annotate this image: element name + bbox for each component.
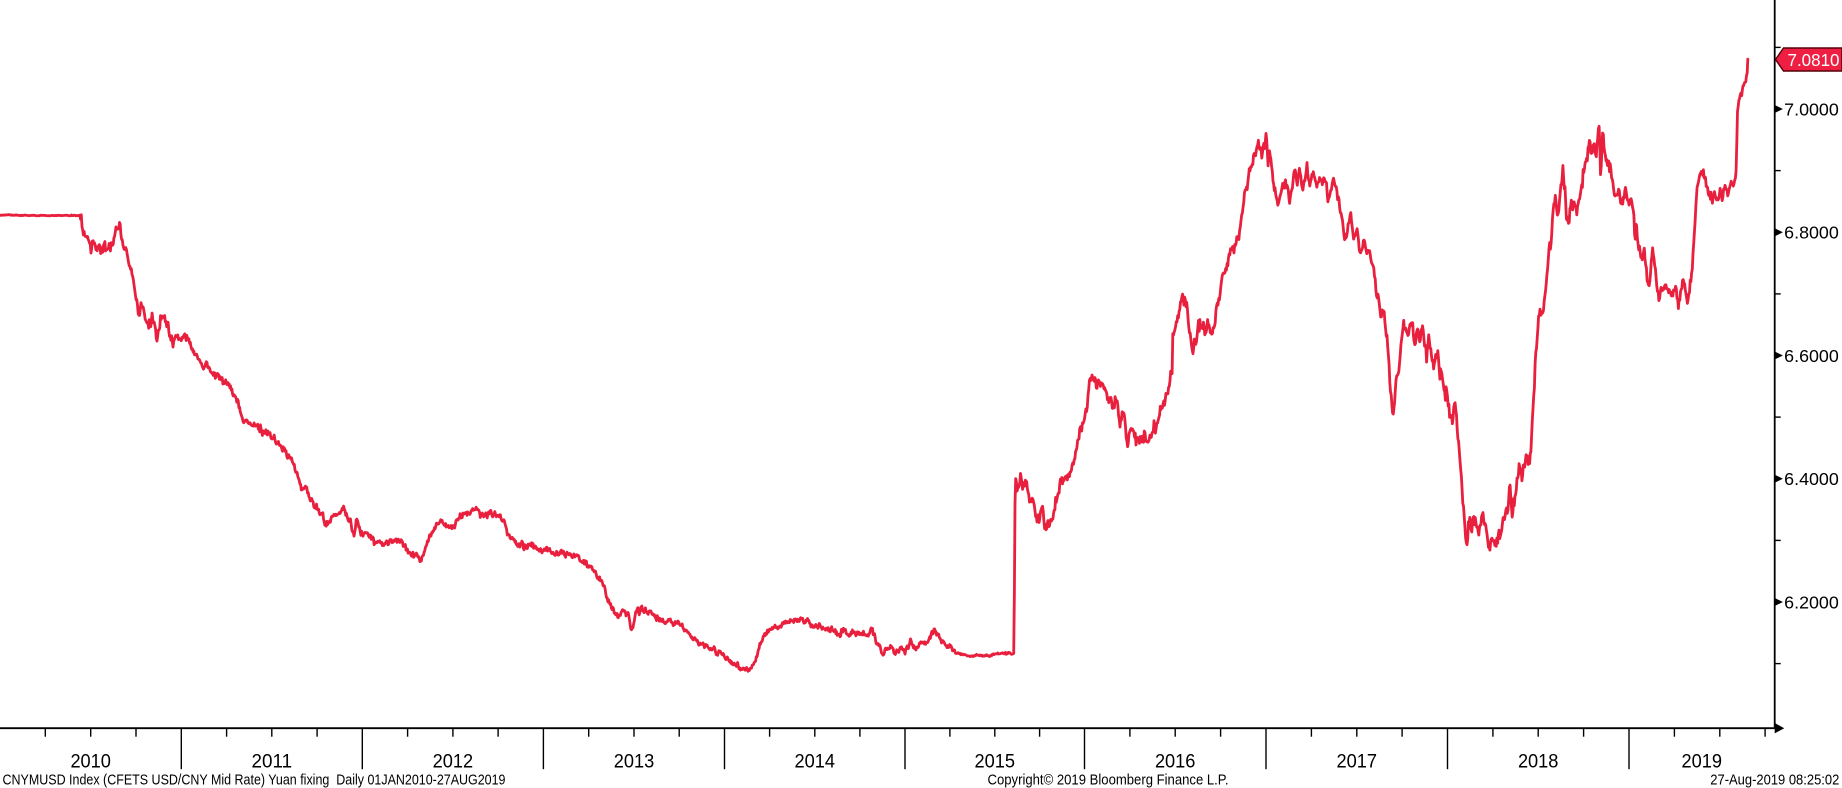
svg-text:2011: 2011	[252, 751, 293, 773]
svg-text:2019: 2019	[1682, 751, 1723, 773]
svg-text:6.8000: 6.8000	[1784, 223, 1839, 243]
svg-text:6.2000: 6.2000	[1784, 592, 1839, 612]
svg-text:2015: 2015	[975, 751, 1016, 773]
svg-text:7.0810: 7.0810	[1788, 50, 1840, 70]
svg-text:27-Aug-2019 08:25:02: 27-Aug-2019 08:25:02	[1710, 772, 1839, 788]
svg-text:2010: 2010	[70, 751, 111, 773]
svg-text:Copyright© 2019 Bloomberg Fina: Copyright© 2019 Bloomberg Finance L.P.	[988, 772, 1229, 788]
svg-text:2018: 2018	[1518, 751, 1559, 773]
svg-text:2012: 2012	[433, 751, 474, 773]
svg-text:7.0000: 7.0000	[1784, 99, 1839, 119]
svg-text:2016: 2016	[1155, 751, 1196, 773]
svg-text:6.4000: 6.4000	[1784, 469, 1839, 489]
svg-text:2013: 2013	[614, 751, 655, 773]
svg-text:2014: 2014	[795, 751, 836, 773]
svg-text:CNYMUSD Index (CFETS USD/CNY M: CNYMUSD Index (CFETS USD/CNY Mid Rate) Y…	[3, 772, 506, 788]
svg-text:2017: 2017	[1337, 751, 1378, 773]
svg-text:6.6000: 6.6000	[1784, 346, 1839, 366]
